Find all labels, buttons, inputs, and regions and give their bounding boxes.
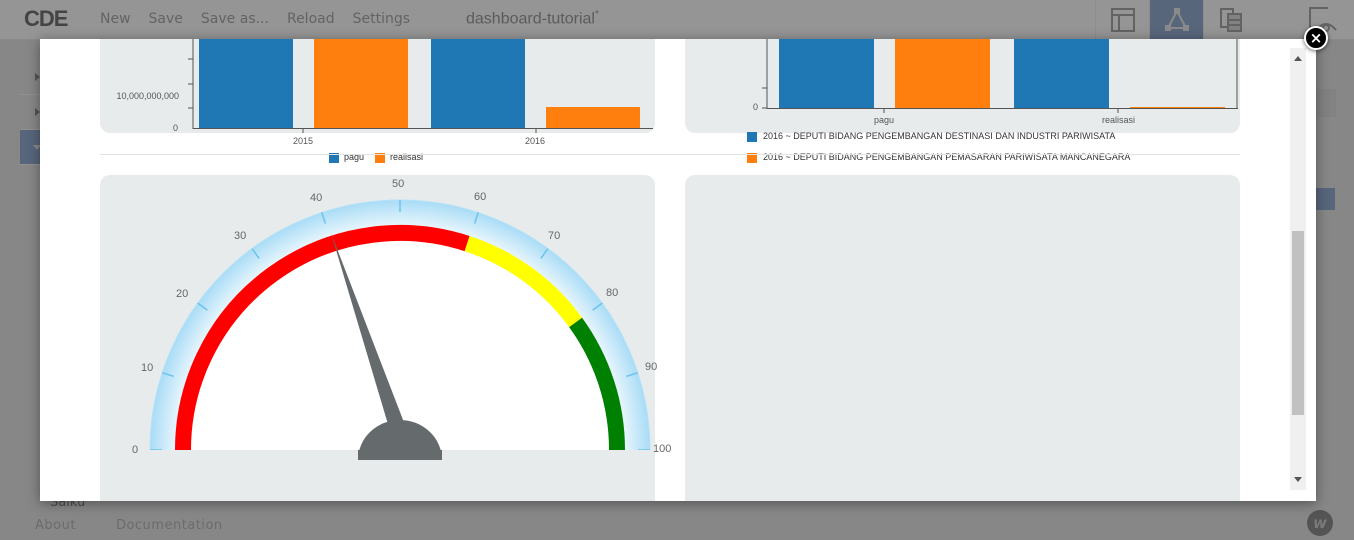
bar-chart-panel-deputi: 0 pagu realisasi 2016 ~ DEPUTI BIDANG PE… xyxy=(685,39,1240,163)
legend-swatch-pemasaran xyxy=(747,153,757,163)
gauge-band-green xyxy=(569,317,626,451)
gauge-band-red xyxy=(175,225,470,451)
legend-swatch-destinasi xyxy=(747,132,757,142)
bar-2015-realisasi xyxy=(314,39,408,128)
close-icon: × xyxy=(1309,29,1323,47)
empty-panel xyxy=(685,175,1240,501)
close-modal-button[interactable]: × xyxy=(1304,26,1328,50)
gauge-panel: 0 10 20 30 40 50 60 70 80 90 100 xyxy=(100,175,671,501)
modal-scrollbar[interactable] xyxy=(1290,48,1306,490)
y-tick-0: 0 xyxy=(173,123,179,133)
legend-swatch-realisasi xyxy=(375,153,385,163)
x-label-2016: 2016 xyxy=(525,136,546,146)
legend-swatch-pagu xyxy=(329,153,339,163)
gauge-label-60: 60 xyxy=(474,191,487,203)
legend-label-destinasi[interactable]: 2016 ~ DEPUTI BIDANG PENGEMBANGAN DESTIN… xyxy=(763,131,1116,141)
scrollbar-thumb[interactable] xyxy=(1292,231,1304,415)
row-divider xyxy=(100,154,1240,155)
bar-realisasi-destinasi xyxy=(1014,39,1109,108)
bar-pagu-pemasaran xyxy=(895,39,990,108)
gauge-label-40: 40 xyxy=(310,192,323,204)
scroll-up-arrow-icon[interactable] xyxy=(1294,56,1302,61)
y-tick-10b: 10,000,000,000 xyxy=(116,91,179,101)
gauge-label-0: 0 xyxy=(132,444,139,456)
bar-realisasi-pemasaran xyxy=(1130,107,1225,108)
legend-label-pagu[interactable]: pagu xyxy=(344,152,365,162)
bar-2015-pagu xyxy=(199,39,293,128)
legend-label-pemasaran[interactable]: 2016 ~ DEPUTI BIDANG PENGEMBANGAN PEMASA… xyxy=(763,152,1131,162)
bar-pagu-destinasi xyxy=(779,39,874,108)
x-label-2015: 2015 xyxy=(293,136,314,146)
gauge-label-90: 90 xyxy=(645,361,658,373)
bar-2016-realisasi xyxy=(546,107,640,128)
scroll-down-arrow-icon[interactable] xyxy=(1294,477,1302,482)
preview-modal: 10,000,000,000 0 2015 2016 pagu realisas… xyxy=(40,39,1316,501)
gauge-band-yellow xyxy=(464,235,583,328)
gauge-label-50: 50 xyxy=(392,178,405,190)
gauge-label-30: 30 xyxy=(234,230,247,242)
gauge-needle xyxy=(331,233,405,431)
x-label-realisasi: realisasi xyxy=(1102,115,1136,125)
y-tick-0: 0 xyxy=(753,102,759,112)
gauge-label-20: 20 xyxy=(176,288,189,300)
gauge-label-80: 80 xyxy=(606,287,619,299)
gauge-face xyxy=(175,225,625,450)
gauge-label-70: 70 xyxy=(548,230,561,242)
gauge-label-10: 10 xyxy=(141,362,154,374)
bar-chart-yearly xyxy=(188,39,653,133)
bar-chart-deputi xyxy=(762,39,1238,113)
legend-label-realisasi[interactable]: realisasi xyxy=(390,152,424,162)
gauge-label-100: 100 xyxy=(653,443,672,455)
gauge-chart xyxy=(100,199,655,501)
bar-2016-pagu xyxy=(431,39,525,128)
bar-chart-panel-yearly: 10,000,000,000 0 2015 2016 pagu realisas… xyxy=(100,39,655,163)
x-label-pagu: pagu xyxy=(874,115,895,125)
